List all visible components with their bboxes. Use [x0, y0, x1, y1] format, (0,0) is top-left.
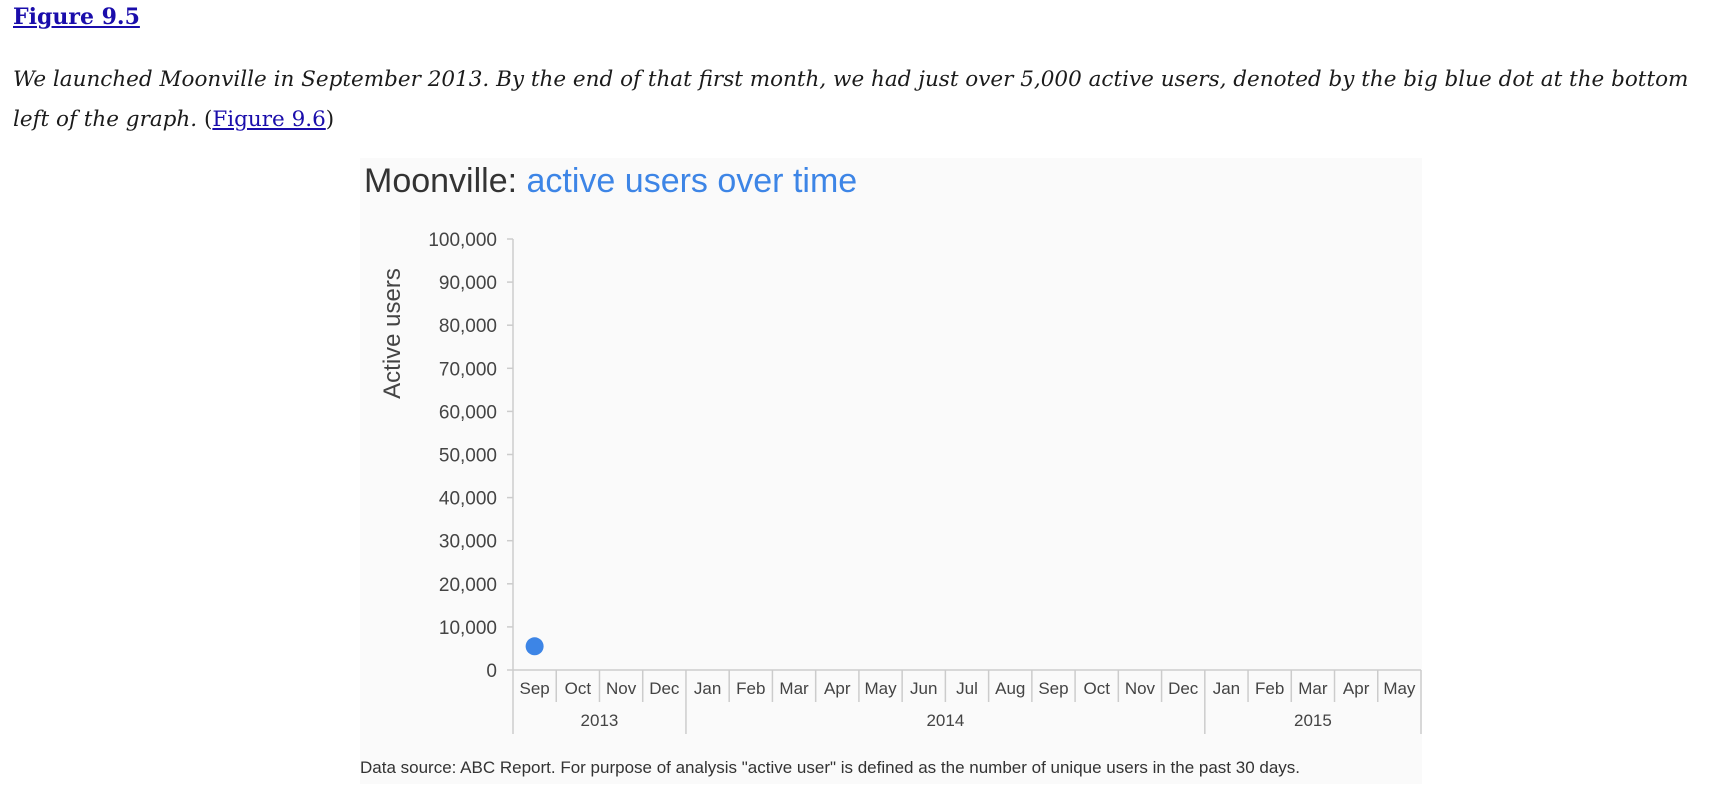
- x-tick-label: Dec: [1168, 679, 1199, 698]
- x-tick-label: Jan: [1213, 679, 1240, 698]
- x-tick-label: Jun: [910, 679, 937, 698]
- x-tick-label: Jul: [956, 679, 978, 698]
- x-tick-label: Mar: [779, 679, 809, 698]
- close-paren: ): [325, 107, 335, 132]
- chart-panel: Moonville: active users over time Active …: [360, 158, 1422, 784]
- x-tick-label: Feb: [1255, 679, 1284, 698]
- x-tick-label: Nov: [1125, 679, 1156, 698]
- chart-title-highlight: active users over time: [527, 162, 858, 200]
- x-tick-label: Feb: [736, 679, 765, 698]
- x-tick-label: Mar: [1298, 679, 1328, 698]
- data-source-caption: Data source: ABC Report. For purpose of …: [360, 758, 1301, 777]
- data-point-sep-2013: [525, 637, 544, 656]
- y-tick-label: 50,000: [439, 446, 497, 467]
- y-axis-label: Active users: [379, 268, 406, 399]
- y-tick-label: 80,000: [439, 316, 497, 337]
- active-users-chart: Moonville: active users over time Active …: [364, 162, 1422, 734]
- chart-title-prefix: Moonville:: [364, 162, 527, 200]
- x-tick-label: Apr: [1343, 679, 1370, 698]
- x-tick-label: May: [864, 679, 897, 698]
- y-tick-label: 10,000: [439, 618, 497, 639]
- intro-text: We launched Moonville in September 2013.…: [13, 67, 1689, 132]
- x-tick-label: Oct: [1083, 679, 1110, 698]
- x-tick-label: Apr: [824, 679, 851, 698]
- open-paren: (: [197, 107, 213, 132]
- y-tick-label: 20,000: [439, 575, 497, 596]
- x-tick-label: Oct: [565, 679, 592, 698]
- year-label: 2014: [926, 711, 964, 730]
- x-tick-label: Sep: [519, 679, 549, 698]
- x-tick-label: Jan: [694, 679, 721, 698]
- chart-title: Moonville: active users over time: [364, 162, 857, 200]
- x-tick-label: Nov: [606, 679, 637, 698]
- figure-9-5-link[interactable]: Figure 9.5: [13, 4, 140, 30]
- y-tick-label: 30,000: [439, 532, 497, 553]
- x-tick-label: Aug: [995, 679, 1025, 698]
- y-tick-label: 0: [486, 661, 497, 682]
- y-tick-label: 100,000: [428, 230, 497, 251]
- y-tick-label: 70,000: [439, 359, 497, 380]
- x-tick-label: May: [1383, 679, 1416, 698]
- y-tick-label: 90,000: [439, 273, 497, 294]
- x-tick-label: Dec: [649, 679, 680, 698]
- year-label: 2015: [1294, 711, 1332, 730]
- figure-9-6-link[interactable]: Figure 9.6: [212, 107, 326, 132]
- year-label: 2013: [581, 711, 619, 730]
- y-tick-label: 60,000: [439, 402, 497, 423]
- y-tick-label: 40,000: [439, 489, 497, 510]
- x-tick-label: Sep: [1038, 679, 1068, 698]
- intro-paragraph: We launched Moonville in September 2013.…: [13, 60, 1723, 140]
